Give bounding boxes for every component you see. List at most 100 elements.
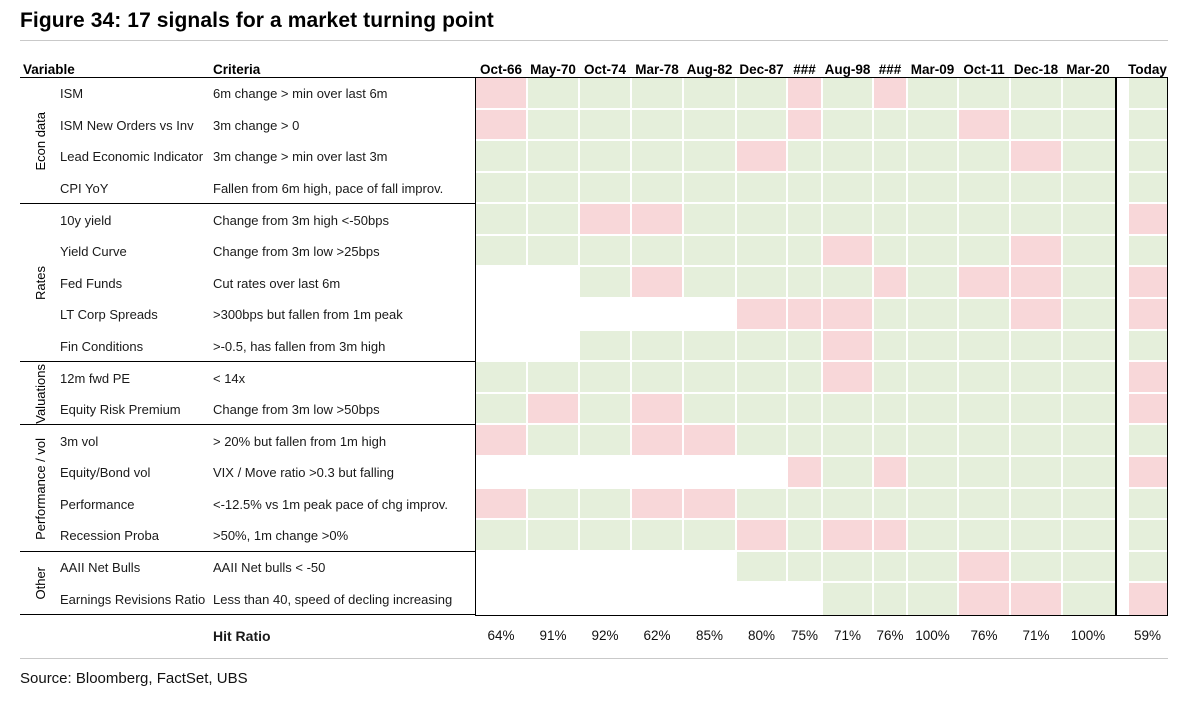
today-signal-cell xyxy=(1129,299,1167,331)
signal-cell xyxy=(1063,78,1115,110)
signal-cell xyxy=(908,551,959,584)
signal-cell xyxy=(788,172,823,205)
signal-cell xyxy=(874,520,908,552)
top-divider xyxy=(20,40,1168,41)
signal-cell xyxy=(580,583,632,615)
hit-ratio-value: 75% xyxy=(790,628,819,644)
signal-cell xyxy=(959,583,1011,615)
date-column-header: Mar-09 xyxy=(910,62,955,77)
hit-ratio-value: 62% xyxy=(643,628,671,644)
hit-ratio-row: Hit Ratio 64% 91% 92% 62% 85% 80% 75% 71% 76% 100… xyxy=(20,625,1200,647)
signal-cell xyxy=(823,299,874,331)
signal-cell xyxy=(580,141,632,173)
signal-cell xyxy=(1063,583,1115,615)
signal-cell xyxy=(737,299,788,331)
today-signal-cell xyxy=(1129,456,1167,489)
table-row: Fed Funds Cut rates over last 6m xyxy=(60,268,475,300)
group-label: Performance / vol xyxy=(32,437,48,540)
table-row: 10y yield Change from 3m high <-50bps xyxy=(60,204,475,236)
signal-cell xyxy=(874,425,908,457)
signal-cell xyxy=(788,393,823,426)
today-signal-cell xyxy=(1129,583,1167,615)
signal-cell xyxy=(528,204,580,236)
signal-cell xyxy=(528,456,580,489)
signal-cell xyxy=(737,78,788,110)
signal-cell xyxy=(476,299,528,331)
today-signal-cell xyxy=(1129,78,1167,110)
variable-label: 10y yield xyxy=(60,212,112,228)
signal-cell xyxy=(788,330,823,363)
date-column-header: May-70 xyxy=(530,62,576,77)
signal-cell xyxy=(788,109,823,142)
signal-cell xyxy=(908,78,959,110)
signal-cell xyxy=(874,551,908,584)
signal-cell xyxy=(908,299,959,331)
variable-label: AAII Net Bulls xyxy=(60,560,141,576)
criteria-label: Change from 3m high <-50bps xyxy=(213,212,389,228)
signal-cell xyxy=(908,330,959,363)
signal-cell xyxy=(476,235,528,268)
signal-cell xyxy=(874,393,908,426)
signal-cell xyxy=(1011,109,1063,142)
signal-cell xyxy=(959,109,1011,142)
signal-cell xyxy=(737,109,788,142)
table-row: Fin Conditions >-0.5, has fallen from 3m … xyxy=(60,331,475,363)
signal-cell xyxy=(737,456,788,489)
variable-label: Yield Curve xyxy=(60,244,127,260)
signal-cell xyxy=(684,393,737,426)
table-row: LT Corp Spreads >300bps but fallen from 1… xyxy=(60,299,475,331)
signal-cell xyxy=(476,204,528,236)
signal-cell xyxy=(788,520,823,552)
signal-group: Econ data ISM 6m change > min over last 6m… xyxy=(20,78,475,204)
signal-cell xyxy=(959,204,1011,236)
signal-cell xyxy=(874,456,908,489)
signal-cell xyxy=(528,78,580,110)
signal-group: Valuations 12m fwd PE < 14x Equity Risk Pre… xyxy=(20,362,475,425)
signal-cell xyxy=(908,456,959,489)
variable-column-header: Variable xyxy=(23,62,75,77)
signal-cell xyxy=(1063,456,1115,489)
signal-cell xyxy=(823,78,874,110)
signal-cell xyxy=(1063,330,1115,363)
variable-label: Lead Economic Indicator xyxy=(60,149,204,165)
criteria-label: Cut rates over last 6m xyxy=(213,275,341,291)
signal-cell xyxy=(528,141,580,173)
figure-title: Figure 34: 17 signals for a market turni… xyxy=(20,9,494,32)
signal-cell xyxy=(1011,235,1063,268)
signal-cell xyxy=(874,267,908,300)
signal-cell xyxy=(580,235,632,268)
variable-label: 3m vol xyxy=(60,433,99,449)
today-signal-cell xyxy=(1129,141,1167,173)
table-row: ISM 6m change > min over last 6m xyxy=(60,78,475,110)
signal-cell xyxy=(1011,267,1063,300)
today-signal-cell xyxy=(1129,393,1167,426)
signal-cell xyxy=(788,425,823,457)
signal-cell xyxy=(959,78,1011,110)
criteria-label: >-0.5, has fallen from 3m high xyxy=(213,338,386,354)
signal-cell xyxy=(959,425,1011,457)
signal-cell xyxy=(684,172,737,205)
signal-cell xyxy=(632,267,684,300)
table-row: Performance <-12.5% vs 1m peak pace of ch… xyxy=(60,489,475,521)
signal-cell xyxy=(580,172,632,205)
signal-cell xyxy=(1063,109,1115,142)
signal-cell xyxy=(580,204,632,236)
hit-ratio-value: 100% xyxy=(1070,628,1106,644)
signal-cell xyxy=(874,172,908,205)
signal-cell xyxy=(632,109,684,142)
group-label: Econ data xyxy=(32,111,48,171)
date-column-header: Oct-66 xyxy=(479,62,523,77)
signal-cell xyxy=(580,299,632,331)
signal-cell xyxy=(476,393,528,426)
variable-label: ISM New Orders vs Inv xyxy=(60,117,194,133)
source-note: Source: Bloomberg, FactSet, UBS xyxy=(20,669,248,687)
signal-cell xyxy=(684,551,737,584)
signal-cell xyxy=(959,520,1011,552)
table-row: Lead Economic Indicator 3m change > min o… xyxy=(60,141,475,173)
signal-cell xyxy=(823,488,874,521)
row-labels-pane: Econ data ISM 6m change > min over last 6m… xyxy=(20,77,475,616)
date-column-header: ### xyxy=(878,62,902,77)
signal-cell xyxy=(908,109,959,142)
criteria-label: AAII Net bulls < -50 xyxy=(213,560,326,576)
group-label: Valuations xyxy=(32,363,48,424)
